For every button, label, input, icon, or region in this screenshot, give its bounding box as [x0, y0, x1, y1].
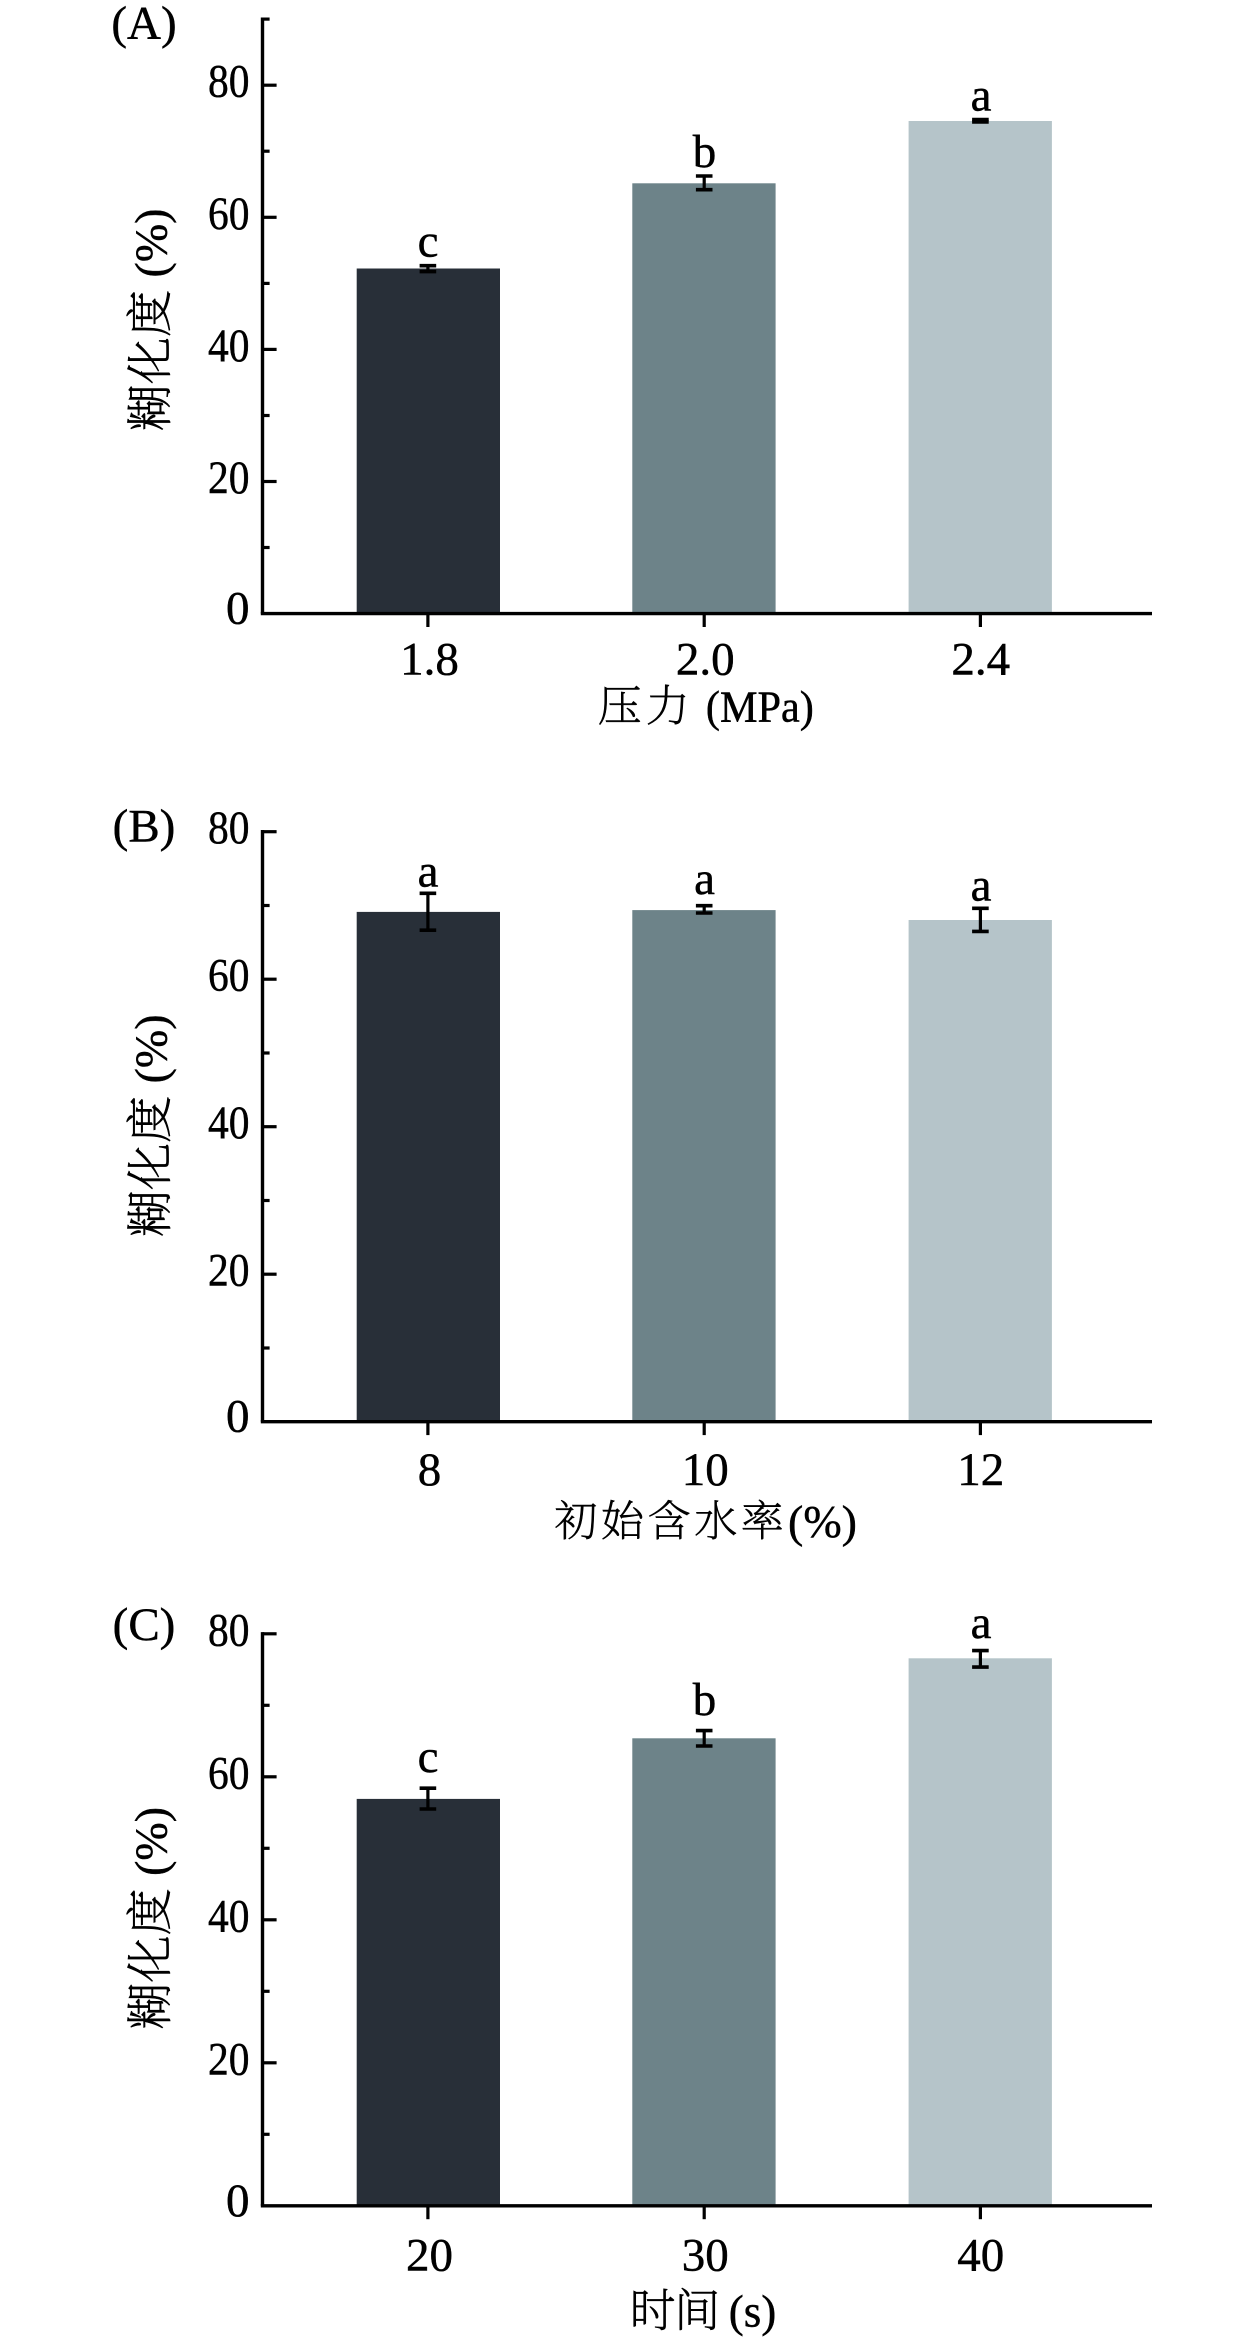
svg-text:0: 0 — [226, 1391, 250, 1443]
svg-text:20: 20 — [208, 2033, 250, 2085]
svg-text:0: 0 — [226, 2175, 250, 2227]
svg-text:20: 20 — [208, 452, 250, 504]
svg-text:40: 40 — [208, 320, 250, 372]
svg-text:c: c — [418, 1731, 439, 1783]
svg-text:a: a — [971, 69, 992, 121]
svg-text:20: 20 — [208, 1245, 250, 1297]
svg-text:8: 8 — [418, 1444, 442, 1496]
svg-text:60: 60 — [208, 1747, 250, 1799]
svg-text:60: 60 — [208, 950, 250, 1002]
svg-text:(s): (s) — [729, 2287, 776, 2337]
svg-text:40: 40 — [208, 1097, 250, 1149]
svg-text:80: 80 — [208, 802, 250, 854]
svg-text:(%): (%) — [788, 1496, 857, 1547]
svg-text:(C): (C) — [113, 1599, 176, 1651]
svg-text:40: 40 — [208, 1890, 250, 1942]
svg-text:a: a — [694, 853, 715, 905]
svg-text:80: 80 — [208, 56, 250, 108]
svg-text:10: 10 — [682, 1444, 729, 1496]
svg-text:2.4: 2.4 — [951, 633, 1010, 685]
svg-text:40: 40 — [957, 2230, 1004, 2282]
svg-text:2.0: 2.0 — [676, 633, 735, 685]
svg-text:1.8: 1.8 — [400, 633, 459, 685]
svg-text:a: a — [971, 859, 992, 911]
svg-text:(%): (%) — [126, 1807, 177, 1876]
svg-text:a: a — [971, 1597, 992, 1649]
svg-text:20: 20 — [406, 2230, 453, 2282]
svg-text:(A): (A) — [111, 0, 176, 50]
svg-text:(MPa): (MPa) — [706, 683, 814, 732]
svg-text:60: 60 — [208, 188, 250, 240]
svg-text:30: 30 — [682, 2230, 729, 2282]
svg-text:b: b — [693, 1674, 717, 1726]
svg-text:(B): (B) — [113, 800, 176, 852]
svg-text:c: c — [418, 216, 439, 268]
svg-text:b: b — [693, 126, 717, 178]
svg-text:80: 80 — [208, 1604, 250, 1656]
svg-text:(%): (%) — [126, 209, 177, 278]
svg-text:0: 0 — [226, 583, 250, 635]
svg-text:12: 12 — [957, 1444, 1004, 1496]
svg-text:(%): (%) — [126, 1014, 177, 1083]
svg-text:a: a — [418, 846, 439, 898]
